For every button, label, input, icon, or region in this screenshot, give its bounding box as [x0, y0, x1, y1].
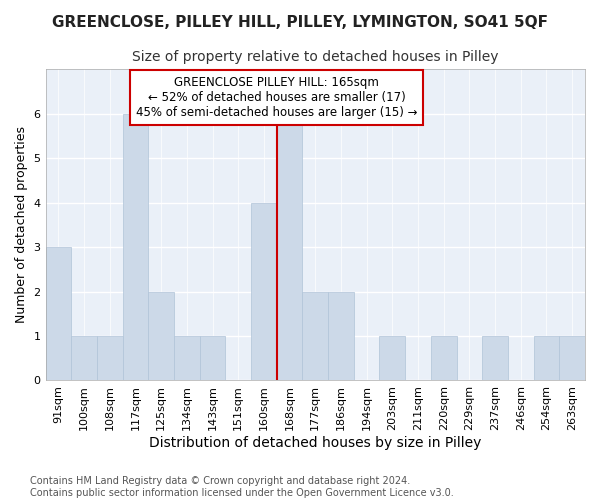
X-axis label: Distribution of detached houses by size in Pilley: Distribution of detached houses by size …: [149, 436, 481, 450]
Bar: [148, 292, 174, 380]
Bar: [122, 114, 148, 380]
Bar: [328, 292, 354, 380]
Bar: [277, 114, 302, 380]
Bar: [379, 336, 405, 380]
Bar: [431, 336, 457, 380]
Bar: [46, 247, 71, 380]
Bar: [302, 292, 328, 380]
Title: Size of property relative to detached houses in Pilley: Size of property relative to detached ho…: [132, 50, 499, 64]
Bar: [71, 336, 97, 380]
Bar: [482, 336, 508, 380]
Text: GREENCLOSE, PILLEY HILL, PILLEY, LYMINGTON, SO41 5QF: GREENCLOSE, PILLEY HILL, PILLEY, LYMINGT…: [52, 15, 548, 30]
Text: Contains HM Land Registry data © Crown copyright and database right 2024.
Contai: Contains HM Land Registry data © Crown c…: [30, 476, 454, 498]
Text: GREENCLOSE PILLEY HILL: 165sqm
← 52% of detached houses are smaller (17)
45% of : GREENCLOSE PILLEY HILL: 165sqm ← 52% of …: [136, 76, 418, 119]
Y-axis label: Number of detached properties: Number of detached properties: [15, 126, 28, 324]
Bar: [97, 336, 122, 380]
Bar: [559, 336, 585, 380]
Bar: [533, 336, 559, 380]
Bar: [174, 336, 200, 380]
Bar: [200, 336, 226, 380]
Bar: [251, 202, 277, 380]
